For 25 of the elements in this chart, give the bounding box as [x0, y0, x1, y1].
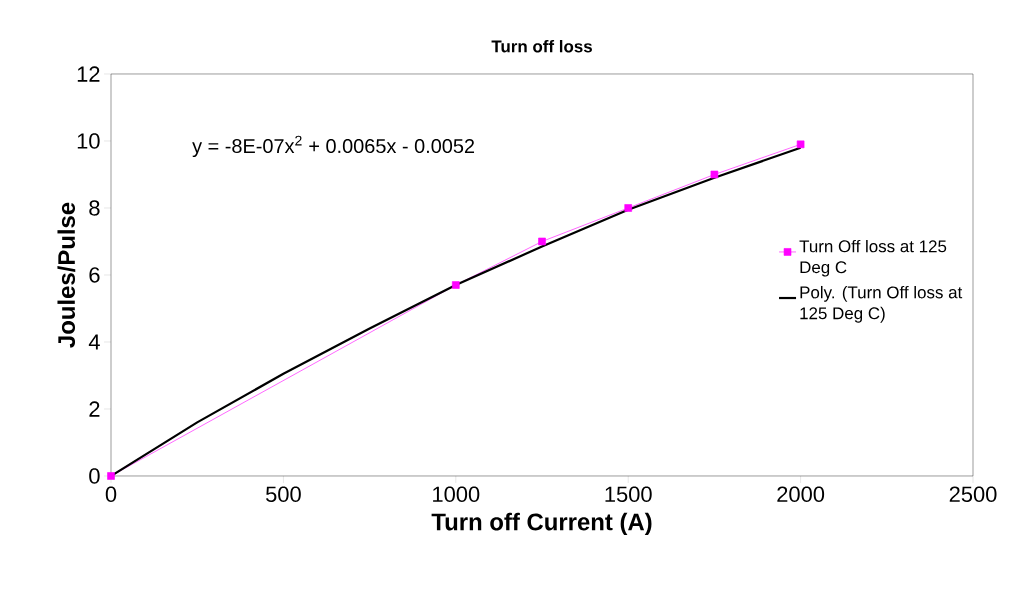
y-axis-title: Joules/Pulse — [57, 202, 76, 348]
x-tick-label: 0 — [105, 486, 117, 502]
y-tick-label: 10 — [77, 133, 100, 149]
x-tick-label: 2000 — [777, 486, 825, 502]
point — [624, 204, 632, 212]
point — [107, 472, 115, 480]
y-tick-label: 0 — [89, 468, 100, 484]
y-tick-label: 2 — [89, 401, 100, 417]
point — [796, 140, 805, 149]
y-tick-label: 4 — [88, 334, 100, 350]
point — [452, 281, 460, 289]
y-tick-label: 8 — [89, 200, 100, 216]
x-axis-title: Turn off Current (A) — [431, 512, 652, 536]
x-tick-label: 2500 — [949, 486, 997, 502]
point — [710, 170, 719, 179]
annotation: y = -8E-07x$^{2}$ + 0.0065x - 0.0052 — [192, 135, 475, 158]
y-tick-label: 12 — [77, 66, 100, 82]
y-tick-label: 6 — [89, 267, 100, 283]
x-tick-label: 1500 — [605, 486, 652, 502]
x-tick-label: 1000 — [433, 486, 480, 502]
legend-label: Turn Off loss at 125 Deg C — [799, 239, 947, 277]
legend-label: Poly. (Turn Off loss at 125 Deg C) — [800, 285, 963, 323]
chart-title: Turn off loss — [491, 40, 592, 53]
x-tick-label: 500 — [266, 486, 301, 502]
point — [538, 237, 546, 246]
